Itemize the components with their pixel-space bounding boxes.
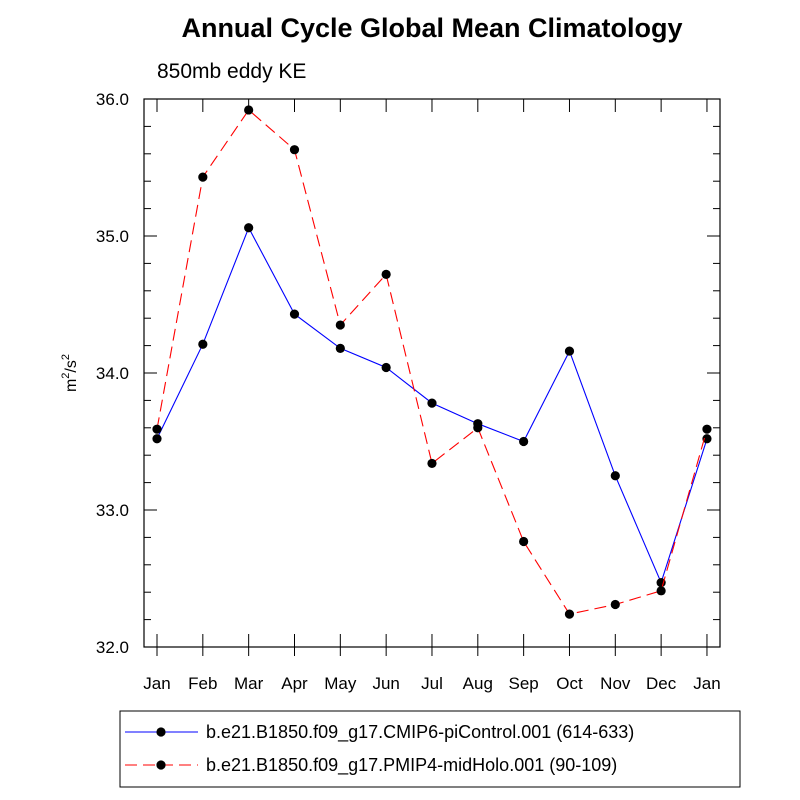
y-tick-label: 34.0 bbox=[96, 364, 129, 383]
x-tick-label: Jan bbox=[143, 674, 170, 693]
legend: b.e21.B1850.f09_g17.CMIP6-piControl.001 … bbox=[119, 710, 741, 788]
x-tick-label: Nov bbox=[600, 674, 631, 693]
x-tick-label: May bbox=[324, 674, 357, 693]
series-1-point bbox=[152, 434, 162, 444]
series-2-point bbox=[381, 269, 391, 279]
x-tick-label: Feb bbox=[188, 674, 217, 693]
x-tick-label: Aug bbox=[463, 674, 493, 693]
series-1-point bbox=[289, 309, 300, 319]
series-1-point bbox=[335, 343, 345, 353]
series-2-point bbox=[519, 536, 529, 547]
legend-marker-2 bbox=[156, 760, 166, 770]
x-tick-label: Dec bbox=[646, 674, 677, 693]
series-1-point bbox=[656, 578, 666, 588]
x-tick-label: Jul bbox=[421, 674, 443, 693]
series-2-point bbox=[564, 609, 575, 619]
series-1-point bbox=[702, 434, 712, 444]
series-2-point bbox=[335, 320, 345, 330]
y-tick-label: 35.0 bbox=[96, 227, 129, 246]
series-1-point bbox=[564, 346, 575, 356]
series-2-point bbox=[473, 423, 483, 433]
y-tick-label: 32.0 bbox=[96, 638, 129, 657]
series-line-2 bbox=[156, 109, 708, 615]
series-1-point bbox=[427, 398, 437, 408]
series-2-point bbox=[152, 424, 162, 434]
legend-box bbox=[119, 710, 741, 788]
y-axis-label: m2/s2 bbox=[60, 354, 80, 392]
plot-frame bbox=[143, 98, 721, 648]
series-layer bbox=[152, 105, 712, 619]
series-1-point bbox=[610, 471, 620, 481]
chart-title: Annual Cycle Global Mean Climatology bbox=[181, 13, 682, 43]
series-2-point bbox=[198, 172, 208, 182]
series-2-point bbox=[289, 145, 300, 155]
series-1-point bbox=[519, 436, 529, 447]
series-2-point bbox=[702, 424, 712, 434]
series-2-point bbox=[610, 599, 620, 610]
series-1-point bbox=[244, 223, 254, 233]
series-2-point bbox=[427, 458, 437, 469]
y-tick-label: 33.0 bbox=[96, 501, 129, 520]
y-tick-label: 36.0 bbox=[96, 90, 129, 109]
y-axis: 32.0 33.0 34.0 35.0 36.0 bbox=[96, 90, 720, 657]
x-tick-label: Jun bbox=[372, 674, 399, 693]
series-1-point bbox=[198, 339, 208, 349]
legend-label-2: b.e21.B1850.f09_g17.PMIP4-midHolo.001 (9… bbox=[206, 755, 617, 776]
x-tick-label: Apr bbox=[281, 674, 308, 693]
x-tick-label: Sep bbox=[509, 674, 539, 693]
chart-subtitle: 850mb eddy KE bbox=[157, 60, 306, 83]
legend-label-1: b.e21.B1850.f09_g17.CMIP6-piControl.001 … bbox=[206, 722, 634, 743]
series-1-point bbox=[381, 362, 391, 373]
x-tick-label: Mar bbox=[234, 674, 264, 693]
x-tick-label: Oct bbox=[556, 674, 583, 693]
series-2-point bbox=[656, 586, 666, 596]
x-axis: Jan Feb Mar Apr May Jun Jul Aug Sep Oct Nov Dec Jan bbox=[143, 99, 721, 693]
series-2-point bbox=[244, 105, 254, 115]
x-tick-label: Jan bbox=[693, 674, 720, 693]
legend-marker-1 bbox=[156, 727, 166, 737]
